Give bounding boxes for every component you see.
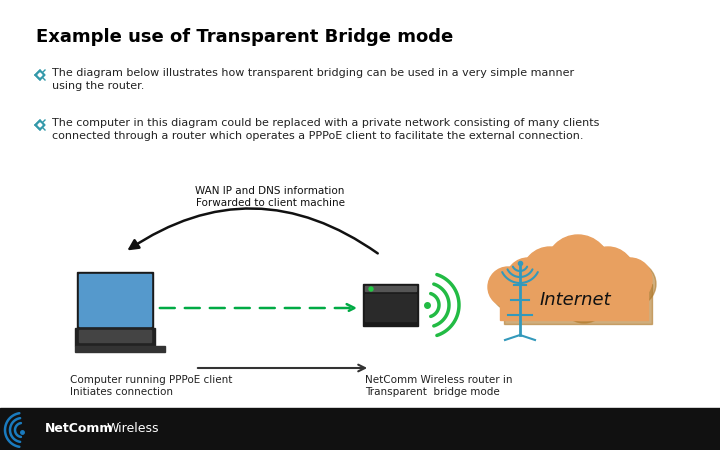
Polygon shape bbox=[35, 120, 45, 130]
Polygon shape bbox=[38, 73, 42, 77]
Circle shape bbox=[550, 239, 614, 303]
Bar bbox=[504, 284, 652, 324]
Circle shape bbox=[492, 271, 532, 311]
Polygon shape bbox=[79, 274, 151, 326]
Text: Computer running PPPoE client
Initiates connection: Computer running PPPoE client Initiates … bbox=[70, 375, 233, 396]
Circle shape bbox=[612, 262, 656, 306]
Polygon shape bbox=[77, 272, 153, 328]
Bar bbox=[363, 284, 418, 326]
Text: Wireless: Wireless bbox=[107, 423, 160, 436]
Circle shape bbox=[582, 247, 634, 299]
Text: NetComm Wireless router in
Transparent  bridge mode: NetComm Wireless router in Transparent b… bbox=[365, 375, 513, 396]
Circle shape bbox=[369, 287, 373, 291]
Text: Internet: Internet bbox=[539, 291, 611, 309]
Circle shape bbox=[522, 247, 578, 303]
Bar bbox=[0, 408, 720, 450]
Circle shape bbox=[586, 251, 638, 303]
Circle shape bbox=[510, 262, 554, 306]
Text: WAN IP and DNS information
Forwarded to client machine: WAN IP and DNS information Forwarded to … bbox=[195, 186, 345, 208]
Circle shape bbox=[488, 267, 528, 307]
Circle shape bbox=[506, 258, 550, 302]
Polygon shape bbox=[38, 123, 42, 127]
Text: The diagram below illustrates how transparent bridging can be used in a very sim: The diagram below illustrates how transp… bbox=[52, 68, 574, 91]
Bar bbox=[79, 330, 151, 342]
Text: Example use of Transparent Bridge mode: Example use of Transparent Bridge mode bbox=[36, 28, 454, 46]
Circle shape bbox=[546, 235, 610, 299]
Circle shape bbox=[526, 251, 582, 307]
Bar bbox=[500, 280, 648, 320]
Bar bbox=[75, 328, 155, 346]
Bar bbox=[365, 286, 416, 291]
Bar bbox=[365, 294, 416, 321]
Circle shape bbox=[608, 258, 652, 302]
Circle shape bbox=[560, 275, 608, 323]
Polygon shape bbox=[35, 70, 45, 80]
Circle shape bbox=[556, 271, 604, 319]
Text: The computer in this diagram could be replaced with a private network consisting: The computer in this diagram could be re… bbox=[52, 118, 599, 141]
Text: NetComm: NetComm bbox=[45, 423, 113, 436]
FancyArrowPatch shape bbox=[130, 208, 378, 253]
Bar bbox=[75, 346, 165, 352]
